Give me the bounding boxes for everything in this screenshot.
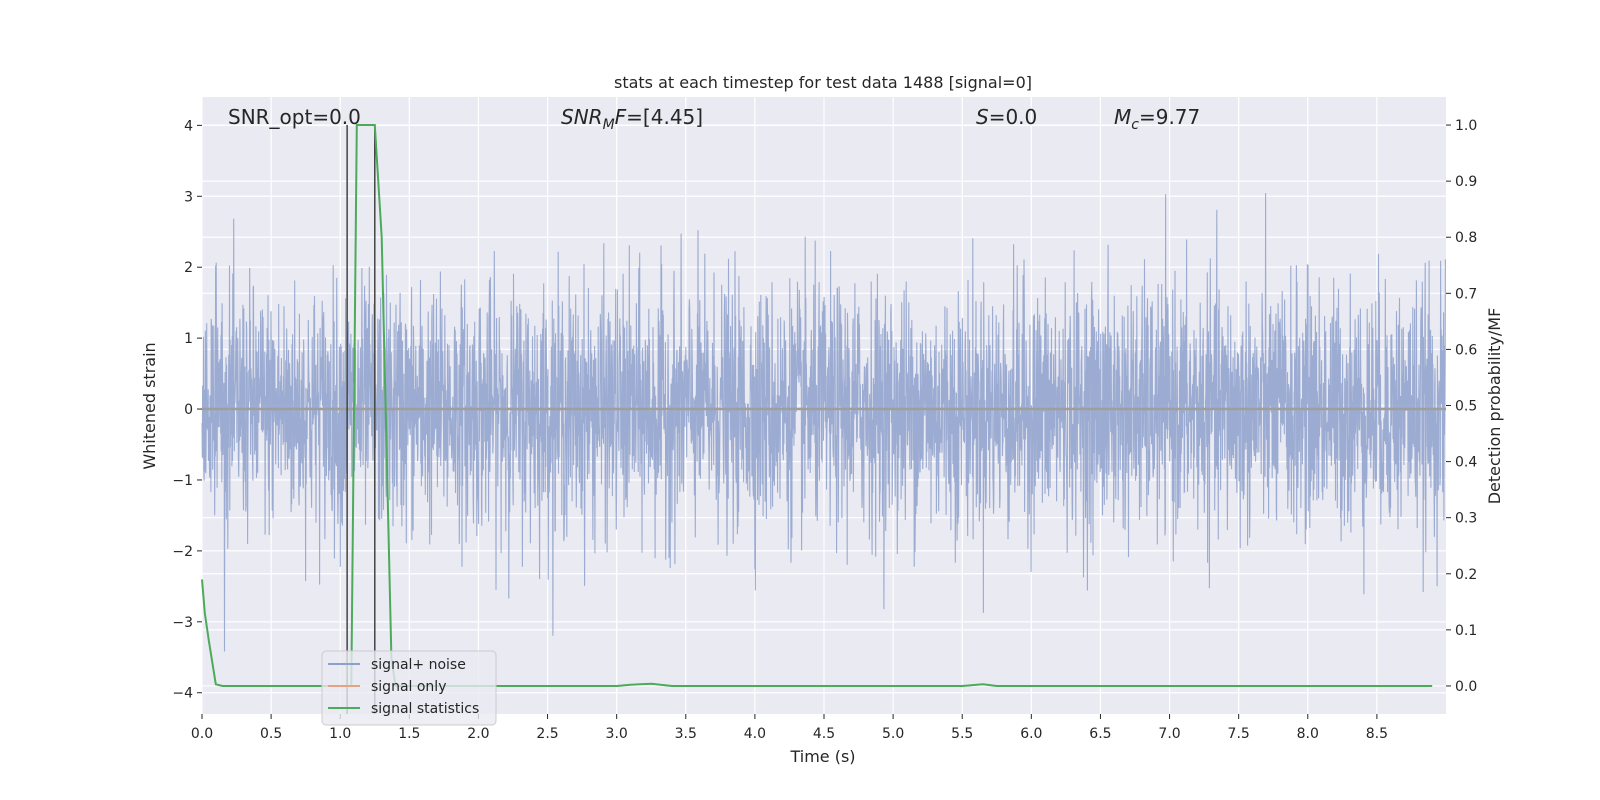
x-axis-label: Time (s) — [789, 747, 855, 766]
x-tick-label: 5.0 — [882, 726, 904, 742]
x-tick-label: 1.5 — [398, 726, 420, 742]
right-tick-label: 1.0 — [1455, 118, 1477, 134]
legend-box — [321, 650, 497, 726]
annotation-snr-mf: SNRMF=[4.45] — [561, 105, 703, 133]
left-tick-label: 0 — [184, 402, 193, 418]
legend: signal+ noise signal only signal statist… — [321, 650, 497, 726]
right-tick-label: 0.1 — [1455, 623, 1477, 639]
left-tick-label: −1 — [172, 473, 193, 489]
x-tick-label: 0.0 — [191, 726, 213, 742]
left-tick-label: 3 — [184, 189, 193, 205]
x-tick-label: 4.0 — [744, 726, 766, 742]
right-axis: 0.0 0.1 0.2 0.3 0.4 0.5 0.6 0.7 0.8 0.9 1.0 — [1446, 118, 1477, 695]
right-tick-label: 0.9 — [1455, 174, 1477, 190]
annotation-s: S=0.0 — [976, 105, 1037, 129]
x-tick-label: 1.0 — [329, 726, 351, 742]
right-tick-label: 0.2 — [1455, 567, 1477, 583]
left-tick-label: −3 — [172, 615, 193, 631]
right-tick-label: 0.8 — [1455, 230, 1477, 246]
annotation-mc: Mc=9.77 — [1114, 105, 1200, 133]
legend-label-signal-statistics: signal statistics — [371, 701, 479, 717]
x-tick-label: 3.0 — [606, 726, 628, 742]
right-tick-label: 0.4 — [1455, 455, 1477, 471]
y-axis-label-left: Whitened strain — [140, 342, 159, 469]
y-axis-label-right: Detection probability/MF — [1485, 308, 1504, 505]
x-tick-label: 8.5 — [1366, 726, 1388, 742]
annotation-snr-opt: SNR_opt=0.0 — [228, 105, 361, 129]
left-tick-label: 1 — [184, 331, 193, 347]
x-tick-label: 2.0 — [467, 726, 489, 742]
right-tick-label: 0.7 — [1455, 286, 1477, 302]
x-tick-label: 3.5 — [675, 726, 697, 742]
x-tick-label: 7.5 — [1228, 726, 1250, 742]
right-tick-label: 0.6 — [1455, 342, 1477, 358]
legend-label-signal-only: signal only — [371, 679, 446, 695]
x-tick-label: 7.0 — [1158, 726, 1180, 742]
left-tick-label: −2 — [172, 544, 193, 560]
x-tick-label: 2.5 — [536, 726, 558, 742]
annotations: SNR_opt=0.0 SNRMF=[4.45] S=0.0 Mc=9.77 — [228, 105, 1200, 133]
legend-label-signal-noise: signal+ noise — [371, 657, 466, 673]
x-tick-label: 8.0 — [1297, 726, 1319, 742]
x-tick-label: 0.5 — [260, 726, 282, 742]
right-tick-label: 0.0 — [1455, 679, 1477, 695]
series-layer — [201, 124, 1446, 714]
left-axis: −4 −3 −2 −1 0 1 2 3 4 — [172, 118, 202, 702]
series-signal-noise — [201, 192, 1446, 652]
x-axis: 0.0 0.5 1.0 1.5 2.0 2.5 3.0 3.5 4.0 4.5 5.0 5.5 6.0 6… — [191, 714, 1388, 742]
right-tick-label: 0.3 — [1455, 511, 1477, 527]
left-tick-label: 2 — [184, 260, 193, 276]
x-tick-label: 6.5 — [1089, 726, 1111, 742]
x-tick-label: 6.0 — [1020, 726, 1042, 742]
x-tick-label: 4.5 — [813, 726, 835, 742]
right-tick-label: 0.5 — [1455, 399, 1477, 415]
left-tick-label: −4 — [172, 686, 193, 702]
x-tick-label: 5.5 — [951, 726, 973, 742]
chart-title: stats at each timestep for test data 148… — [614, 73, 1032, 92]
left-tick-label: 4 — [184, 118, 193, 134]
